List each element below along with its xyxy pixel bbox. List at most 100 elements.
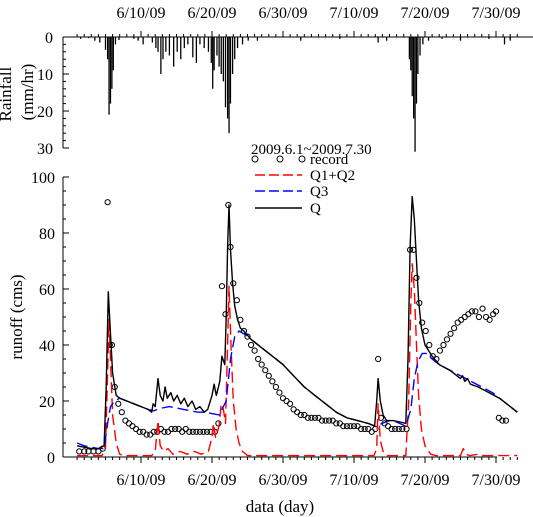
record-point xyxy=(258,361,265,368)
record-point xyxy=(179,428,186,435)
record-point xyxy=(164,428,172,435)
runoff-y-tick-label: 0 xyxy=(47,450,55,467)
record-point xyxy=(365,425,372,433)
runoff-x-ticks: 6/10/09 6/20/09 6/30/09 7/10/09 7/20/09 7/30/… xyxy=(76,457,521,489)
record-point xyxy=(255,355,262,363)
record-point xyxy=(262,367,269,374)
legend-record-marker xyxy=(251,155,259,163)
record-point xyxy=(436,347,444,354)
record-point xyxy=(315,414,322,421)
record-point xyxy=(318,417,326,424)
record-point xyxy=(495,414,502,421)
record-point xyxy=(247,341,255,349)
rain-x-tick-label: 6/30/09 xyxy=(259,5,308,22)
runoff-x-tick-label: 7/10/09 xyxy=(330,472,379,489)
record-point xyxy=(140,428,147,435)
rain-x-tick-label: 6/10/09 xyxy=(117,5,166,22)
series-line-q1-q2 xyxy=(77,263,518,457)
record-point xyxy=(329,417,336,424)
legend-record-marker xyxy=(276,155,284,163)
rainfall-panel: 0 10 20 30 6/10/09 6/20/09 6/30/09 7/10/09 7/20… xyxy=(0,5,533,158)
runoff-x-tick-label: 7/30/09 xyxy=(472,472,521,489)
rain-y-label-line1: Rainfall xyxy=(0,66,15,121)
record-point xyxy=(336,420,343,427)
record-point xyxy=(461,313,468,321)
record-point xyxy=(413,274,420,281)
record-point xyxy=(297,411,304,419)
record-point xyxy=(276,389,283,396)
rain-x-tick-label: 7/30/09 xyxy=(472,5,521,22)
record-point xyxy=(443,336,451,343)
rain-x-tick-label: 7/20/09 xyxy=(401,5,450,22)
legend-label-q: Q xyxy=(310,201,321,217)
rain-y-tick-label: 20 xyxy=(37,104,53,121)
record-point xyxy=(272,383,279,391)
record-point xyxy=(189,428,196,435)
record-point xyxy=(502,417,510,424)
record-point xyxy=(451,325,458,332)
record-point xyxy=(333,420,340,427)
record-point xyxy=(251,347,258,354)
runoff-y-tick-label: 20 xyxy=(39,394,55,411)
record-point xyxy=(290,406,297,413)
record-point xyxy=(283,397,290,405)
record-point xyxy=(426,341,433,349)
record-point xyxy=(161,428,168,435)
record-point xyxy=(422,327,429,335)
record-point xyxy=(308,414,315,421)
legend-label-q1-q2: Q1+Q2 xyxy=(310,168,355,184)
rain-x-ticks: 6/10/09 6/20/09 6/30/09 7/10/09 7/20/09 7/30/… xyxy=(76,5,521,37)
record-point xyxy=(482,313,490,321)
rain-y-tick-label: 30 xyxy=(37,141,53,158)
record-point xyxy=(186,428,193,435)
runoff-y-ticks: 0 20 40 60 80 100 xyxy=(31,170,69,467)
record-point xyxy=(203,428,211,435)
legend-label-record: record xyxy=(310,152,349,168)
record-point xyxy=(76,448,83,455)
record-point xyxy=(301,411,308,419)
record-point xyxy=(399,425,406,433)
record-point xyxy=(472,308,479,315)
record-point xyxy=(215,420,222,427)
record-point xyxy=(143,431,150,438)
runoff-y-tick-label: 100 xyxy=(31,170,55,187)
runoff-y-tick-label: 40 xyxy=(39,338,55,355)
record-point xyxy=(171,425,179,433)
runoff-x-tick-label: 6/20/09 xyxy=(188,472,237,489)
record-point xyxy=(340,423,347,430)
rain-y-tick-label: 0 xyxy=(45,30,53,47)
record-point xyxy=(147,431,154,438)
record-point xyxy=(294,409,301,416)
record-point xyxy=(182,425,189,433)
record-point xyxy=(343,423,350,430)
record-point xyxy=(265,372,272,379)
record-point xyxy=(118,409,125,416)
record-point xyxy=(354,423,361,430)
record-point xyxy=(104,199,111,206)
record-point xyxy=(375,355,382,363)
record-point xyxy=(122,417,129,424)
record-point xyxy=(475,313,483,321)
legend-record-marker xyxy=(298,155,306,163)
record-point xyxy=(129,423,136,430)
record-point xyxy=(388,425,395,433)
series-line-q3 xyxy=(76,330,518,450)
record-point xyxy=(304,414,311,421)
record-point xyxy=(90,448,97,455)
record-point xyxy=(244,333,251,340)
rain-bars xyxy=(80,37,511,152)
record-point xyxy=(222,311,229,318)
rain-x-tick-label: 7/10/09 xyxy=(330,5,379,22)
record-point xyxy=(479,305,486,312)
record-point xyxy=(347,423,354,430)
runoff-x-tick-label: 6/30/09 xyxy=(259,472,308,489)
record-point xyxy=(465,311,472,318)
legend-title: 2009.6.1~2009.7.30 xyxy=(251,142,372,158)
record-point xyxy=(358,425,365,433)
record-point xyxy=(132,425,140,433)
legend-label-q3: Q3 xyxy=(310,184,328,200)
record-point xyxy=(468,308,475,315)
record-point xyxy=(368,428,375,435)
